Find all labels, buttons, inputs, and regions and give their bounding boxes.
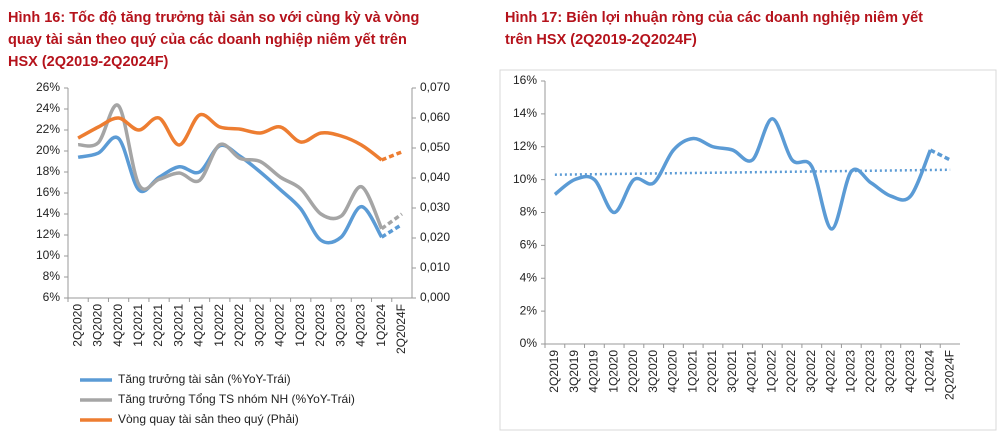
y2-tick-label: 0,020 (420, 230, 450, 244)
series-forecast (380, 212, 403, 231)
legend-label: Tăng trưởng tài sản (%YoY-Trái) (118, 372, 291, 386)
x-tick-label: 4Q2022 (824, 350, 838, 393)
y2-tick-label: 0,000 (420, 290, 450, 304)
y-tick-label: 4% (520, 270, 538, 284)
chart-title: Hình 17: Biên lợi nhuận ròng của các doa… (505, 10, 923, 26)
x-tick-label: 2Q2021 (705, 350, 719, 393)
x-tick-label: 4Q2023 (903, 350, 917, 393)
y-tick-label: 8% (43, 269, 61, 283)
x-tick-label: 1Q2024 (374, 304, 388, 347)
y2-tick-label: 0,040 (420, 170, 450, 184)
chart-title: HSX (2Q2019-2Q2024F) (8, 54, 169, 70)
series-forecast (929, 148, 951, 162)
x-tick-label: 2Q2022 (232, 304, 246, 347)
y2-tick-label: 0,010 (420, 260, 450, 274)
y-tick-label: 12% (36, 227, 60, 241)
chart-title: trên HSX (2Q2019-2Q2024F) (505, 32, 697, 48)
x-tick-label: 3Q2022 (252, 304, 266, 347)
trendline (554, 168, 951, 176)
x-tick-label: 2Q2021 (151, 304, 165, 347)
y-tick-label: 22% (36, 122, 60, 136)
x-tick-label: 1Q2022 (764, 350, 778, 393)
x-tick-label: 1Q2022 (212, 304, 226, 347)
x-tick-label: 2Q2020 (70, 304, 84, 347)
y2-tick-label: 0,030 (420, 200, 450, 214)
x-tick-label: 2Q2024F (394, 304, 408, 354)
x-tick-label: 2Q2023 (313, 304, 327, 347)
x-tick-label: 2Q2020 (626, 350, 640, 393)
y-tick-label: 18% (36, 164, 60, 178)
x-tick-label: 4Q2020 (666, 350, 680, 393)
y-tick-label: 16% (513, 73, 537, 87)
x-tick-label: 3Q2021 (171, 304, 185, 347)
series-line (553, 117, 932, 231)
x-tick-label: 1Q2020 (606, 350, 620, 393)
x-tick-label: 2Q2024F (942, 350, 956, 400)
x-tick-label: 4Q2023 (354, 304, 368, 347)
series-line (77, 103, 384, 230)
y2-tick-label: 0,070 (420, 80, 450, 94)
chart-frame (499, 69, 997, 431)
series-line (77, 135, 384, 245)
x-tick-label: 2Q2023 (863, 350, 877, 393)
y-tick-label: 26% (36, 80, 60, 94)
y-tick-label: 14% (513, 106, 537, 120)
x-tick-label: 3Q2020 (91, 304, 105, 347)
x-tick-label: 3Q2021 (725, 350, 739, 393)
legend-label: Vòng quay tài sản theo quý (Phải) (118, 412, 299, 426)
chart-title: Hình 16: Tốc độ tăng trưởng tài sản so v… (8, 10, 419, 26)
x-tick-label: 2Q2019 (547, 350, 561, 393)
y-tick-label: 16% (36, 185, 60, 199)
chart-title: quay tài sản theo quý của các doanh nghi… (8, 32, 407, 48)
x-tick-label: 3Q2023 (333, 304, 347, 347)
y2-tick-label: 0,050 (420, 140, 450, 154)
y-tick-label: 6% (520, 238, 538, 252)
x-tick-label: 1Q2021 (685, 350, 699, 393)
x-tick-label: 4Q2019 (587, 350, 601, 393)
x-tick-label: 4Q2022 (273, 304, 287, 347)
y-tick-label: 0% (520, 336, 538, 350)
y-tick-label: 10% (513, 172, 537, 186)
series-forecast (380, 150, 403, 162)
x-tick-label: 3Q2020 (646, 350, 660, 393)
x-tick-label: 4Q2021 (745, 350, 759, 393)
y-tick-label: 14% (36, 206, 60, 220)
x-tick-label: 3Q2023 (883, 350, 897, 393)
x-tick-label: 3Q2022 (804, 350, 818, 393)
y2-tick-label: 0,060 (420, 110, 450, 124)
y-tick-label: 8% (520, 205, 538, 219)
x-tick-label: 1Q2023 (843, 350, 857, 393)
legend-label: Tăng trưởng Tổng TS nhóm NH (%YoY-Trái) (118, 392, 355, 406)
y-tick-label: 10% (36, 248, 60, 262)
x-tick-label: 3Q2019 (567, 350, 581, 393)
series-line (77, 112, 383, 162)
x-tick-label: 2Q2022 (784, 350, 798, 393)
y-tick-label: 6% (43, 290, 61, 304)
y-tick-label: 12% (513, 139, 537, 153)
series-forecast (380, 223, 403, 239)
y-tick-label: 24% (36, 101, 60, 115)
x-tick-label: 1Q2024 (923, 350, 937, 393)
x-tick-label: 4Q2021 (192, 304, 206, 347)
x-tick-label: 1Q2021 (131, 304, 145, 347)
x-tick-label: 1Q2023 (293, 304, 307, 347)
y-tick-label: 20% (36, 143, 60, 157)
y-tick-label: 2% (520, 303, 538, 317)
x-tick-label: 4Q2020 (111, 304, 125, 347)
